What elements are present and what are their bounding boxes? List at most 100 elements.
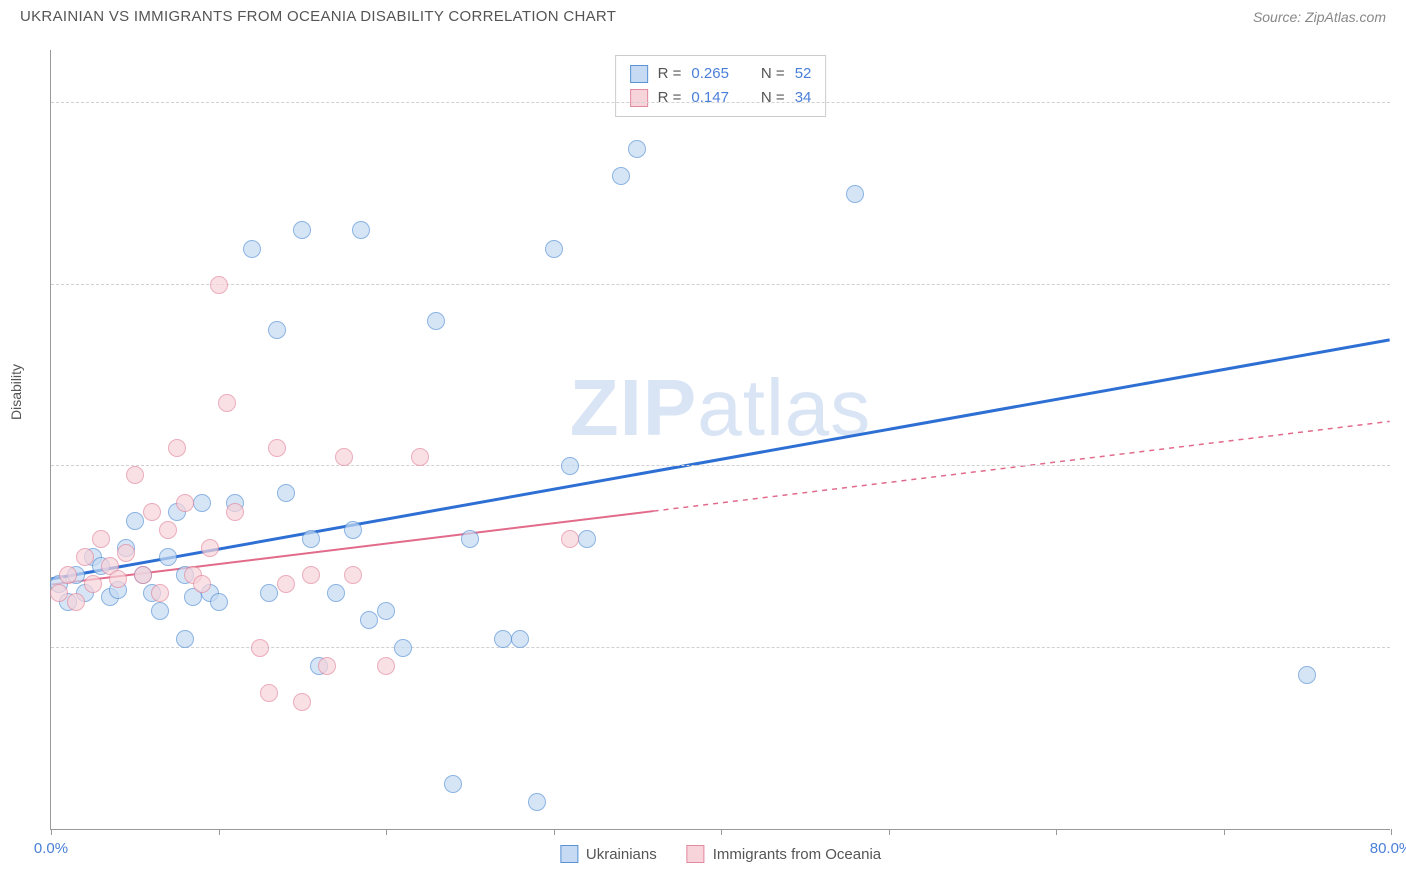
stat-r-label: R =	[658, 86, 682, 110]
correlation-stats-box: R = 0.265N = 52R = 0.147N = 34	[615, 55, 827, 117]
scatter-point	[92, 530, 110, 548]
scatter-point	[344, 566, 362, 584]
source-name: ZipAtlas.com	[1305, 9, 1386, 25]
scatter-point	[84, 575, 102, 593]
watermark-part1: ZIP	[570, 363, 697, 452]
y-tick-label: 10.0%	[1395, 639, 1406, 656]
scatter-point	[76, 548, 94, 566]
scatter-point	[344, 521, 362, 539]
x-tick	[219, 829, 220, 835]
stat-r-label: R =	[658, 62, 682, 86]
watermark-part2: atlas	[697, 363, 871, 452]
legend-swatch	[687, 845, 705, 863]
stat-row: R = 0.147N = 34	[630, 86, 812, 110]
scatter-point	[109, 570, 127, 588]
stat-r-value: 0.265	[691, 62, 729, 86]
legend-label: Ukrainians	[586, 846, 657, 863]
scatter-point	[268, 439, 286, 457]
scatter-point	[134, 566, 152, 584]
trend-lines-svg	[51, 50, 1390, 829]
scatter-point	[511, 630, 529, 648]
scatter-point	[612, 167, 630, 185]
scatter-point	[411, 448, 429, 466]
scatter-point	[243, 240, 261, 258]
scatter-point	[1298, 666, 1316, 684]
stat-swatch	[630, 89, 648, 107]
legend-item: Immigrants from Oceania	[687, 845, 881, 863]
scatter-point	[260, 584, 278, 602]
scatter-point	[293, 693, 311, 711]
stat-r-value: 0.147	[691, 86, 729, 110]
stat-row: R = 0.265N = 52	[630, 62, 812, 86]
stat-swatch	[630, 65, 648, 83]
scatter-point	[528, 793, 546, 811]
scatter-point	[561, 530, 579, 548]
scatter-point	[159, 521, 177, 539]
scatter-point	[461, 530, 479, 548]
scatter-point	[545, 240, 563, 258]
legend-item: Ukrainians	[560, 845, 657, 863]
scatter-point	[327, 584, 345, 602]
scatter-point	[201, 539, 219, 557]
scatter-point	[151, 602, 169, 620]
scatter-point	[210, 593, 228, 611]
scatter-point	[218, 394, 236, 412]
scatter-point	[260, 684, 278, 702]
y-tick-label: 30.0%	[1395, 276, 1406, 293]
stat-n-label: N =	[761, 62, 785, 86]
x-tick-label: 80.0%	[1370, 840, 1406, 857]
scatter-point	[193, 575, 211, 593]
x-tick	[1224, 829, 1225, 835]
scatter-point	[126, 466, 144, 484]
chart-title: UKRAINIAN VS IMMIGRANTS FROM OCEANIA DIS…	[20, 8, 616, 25]
scatter-point	[143, 503, 161, 521]
scatter-point	[210, 276, 228, 294]
scatter-point	[494, 630, 512, 648]
legend-label: Immigrants from Oceania	[713, 846, 881, 863]
scatter-point	[67, 593, 85, 611]
legend-swatch	[560, 845, 578, 863]
scatter-point	[377, 602, 395, 620]
scatter-point	[268, 321, 286, 339]
scatter-chart: ZIPatlas Disability R = 0.265N = 52R = 0…	[50, 50, 1390, 830]
scatter-point	[126, 512, 144, 530]
gridline	[51, 465, 1390, 466]
x-tick	[51, 829, 52, 835]
trend-line	[51, 340, 1389, 579]
scatter-point	[226, 503, 244, 521]
scatter-point	[352, 221, 370, 239]
gridline	[51, 284, 1390, 285]
scatter-point	[193, 494, 211, 512]
source-prefix: Source:	[1253, 9, 1305, 25]
scatter-point	[846, 185, 864, 203]
scatter-point	[578, 530, 596, 548]
scatter-point	[176, 494, 194, 512]
chart-legend: Ukrainians Immigrants from Oceania	[560, 845, 881, 863]
scatter-point	[277, 484, 295, 502]
scatter-point	[293, 221, 311, 239]
scatter-point	[394, 639, 412, 657]
x-tick	[721, 829, 722, 835]
scatter-point	[444, 775, 462, 793]
scatter-point	[302, 566, 320, 584]
scatter-point	[50, 584, 68, 602]
x-tick-label: 0.0%	[34, 840, 68, 857]
x-tick	[1391, 829, 1392, 835]
scatter-point	[168, 439, 186, 457]
gridline	[51, 102, 1390, 103]
stat-n-value: 34	[795, 86, 812, 110]
scatter-point	[335, 448, 353, 466]
x-tick	[1056, 829, 1057, 835]
scatter-point	[277, 575, 295, 593]
trend-line-dashed	[654, 421, 1390, 511]
scatter-point	[302, 530, 320, 548]
header-bar: UKRAINIAN VS IMMIGRANTS FROM OCEANIA DIS…	[0, 0, 1406, 29]
y-axis-label: Disability	[8, 363, 24, 419]
scatter-point	[117, 544, 135, 562]
scatter-point	[59, 566, 77, 584]
y-tick-label: 20.0%	[1395, 458, 1406, 475]
scatter-point	[251, 639, 269, 657]
scatter-point	[318, 657, 336, 675]
scatter-point	[377, 657, 395, 675]
watermark-text: ZIPatlas	[570, 362, 871, 454]
